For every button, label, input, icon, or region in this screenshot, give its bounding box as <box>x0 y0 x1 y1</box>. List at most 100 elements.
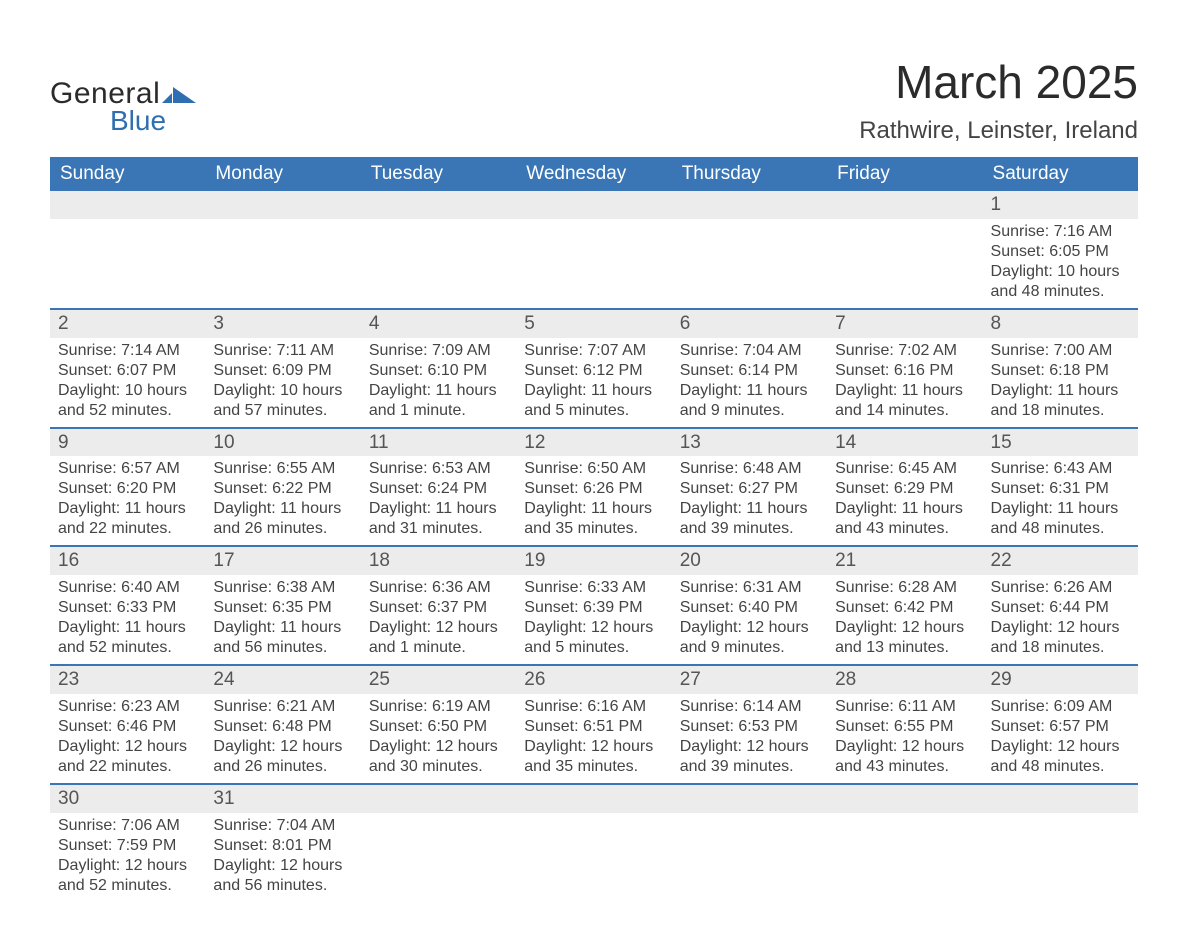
daylight-text: Daylight: 11 hours and 31 minutes. <box>369 499 508 539</box>
day-cell: 22 Sunrise: 6:26 AMSunset: 6:44 PMDayligh… <box>983 547 1138 664</box>
daylight-text: Daylight: 12 hours and 22 minutes. <box>58 737 197 777</box>
day-number: 24 <box>205 666 360 694</box>
day-cell: 26Sunrise: 6:16 AMSunset: 6:51 PMDayligh… <box>516 666 671 783</box>
sunrise-text: Sunrise: 6:38 AM <box>213 578 352 598</box>
sunset-text: Sunset: 6:27 PM <box>680 479 819 499</box>
day-cell-empty <box>983 785 1138 902</box>
sunset-text: Sunset: 6:55 PM <box>835 717 974 737</box>
sunset-text: Sunset: 6:07 PM <box>58 361 197 381</box>
day-cell: 9Sunrise: 6:57 AMSunset: 6:20 PMDaylight… <box>50 429 205 546</box>
day-number <box>516 785 671 813</box>
sunset-text: Sunset: 6:53 PM <box>680 717 819 737</box>
day-cell: 23Sunrise: 6:23 AMSunset: 6:46 PMDayligh… <box>50 666 205 783</box>
sunset-text: Sunset: 6:44 PM <box>991 598 1130 618</box>
day-cell: 31Sunrise: 7:04 AMSunset: 8:01 PMDayligh… <box>205 785 360 902</box>
day-cell: 4Sunrise: 7:09 AMSunset: 6:10 PMDaylight… <box>361 310 516 427</box>
day-cell-empty <box>516 785 671 902</box>
sunrise-text: Sunrise: 6:50 AM <box>524 459 663 479</box>
day-number: 4 <box>361 310 516 338</box>
day-number: 19 <box>516 547 671 575</box>
daylight-text: Daylight: 11 hours and 43 minutes. <box>835 499 974 539</box>
sunset-text: Sunset: 6:10 PM <box>369 361 508 381</box>
sunset-text: Sunset: 6:20 PM <box>58 479 197 499</box>
day-cell: 20Sunrise: 6:31 AMSunset: 6:40 PMDayligh… <box>672 547 827 664</box>
daylight-text: Daylight: 11 hours and 1 minute. <box>369 381 508 421</box>
sunrise-text: Sunrise: 7:07 AM <box>524 341 663 361</box>
day-number: 3 <box>205 310 360 338</box>
week-row: 23Sunrise: 6:23 AMSunset: 6:46 PMDayligh… <box>50 664 1138 783</box>
day-number: 28 <box>827 666 982 694</box>
day-number <box>361 785 516 813</box>
day-cell-empty <box>361 785 516 902</box>
daylight-text: Daylight: 11 hours and 9 minutes. <box>680 381 819 421</box>
brand-word-blue: Blue <box>110 105 166 137</box>
day-cell: 1Sunrise: 7:16 AMSunset: 6:05 PMDaylight… <box>983 191 1138 308</box>
brand-mark-icon <box>162 81 196 108</box>
day-cell-empty <box>361 191 516 308</box>
week-row: 30Sunrise: 7:06 AMSunset: 7:59 PMDayligh… <box>50 783 1138 902</box>
sunset-text: Sunset: 6:12 PM <box>524 361 663 381</box>
sunset-text: Sunset: 8:01 PM <box>213 836 352 856</box>
sunrise-text: Sunrise: 6:09 AM <box>991 697 1130 717</box>
daylight-text: Daylight: 12 hours and 18 minutes. <box>991 618 1130 658</box>
day-number: 21 <box>827 547 982 575</box>
brand-logo: General Blue <box>50 55 196 137</box>
sunset-text: Sunset: 6:57 PM <box>991 717 1130 737</box>
sunrise-text: Sunrise: 6:11 AM <box>835 697 974 717</box>
day-number <box>516 191 671 219</box>
sunset-text: Sunset: 6:42 PM <box>835 598 974 618</box>
sunrise-text: Sunrise: 6:36 AM <box>369 578 508 598</box>
sunset-text: Sunset: 6:18 PM <box>991 361 1130 381</box>
day-number: 20 <box>672 547 827 575</box>
day-number: 13 <box>672 429 827 457</box>
day-number: 22 <box>983 547 1138 575</box>
day-number: 23 <box>50 666 205 694</box>
sunset-text: Sunset: 6:48 PM <box>213 717 352 737</box>
daylight-text: Daylight: 12 hours and 52 minutes. <box>58 856 197 896</box>
day-number: 14 <box>827 429 982 457</box>
sunrise-text: Sunrise: 6:55 AM <box>213 459 352 479</box>
sunrise-text: Sunrise: 6:21 AM <box>213 697 352 717</box>
daylight-text: Daylight: 10 hours and 48 minutes. <box>991 262 1130 302</box>
day-cell: 28Sunrise: 6:11 AMSunset: 6:55 PMDayligh… <box>827 666 982 783</box>
sunrise-text: Sunrise: 6:53 AM <box>369 459 508 479</box>
day-number: 15 <box>983 429 1138 457</box>
sunset-text: Sunset: 6:16 PM <box>835 361 974 381</box>
day-number <box>50 191 205 219</box>
daylight-text: Daylight: 12 hours and 9 minutes. <box>680 618 819 658</box>
day-number: 5 <box>516 310 671 338</box>
day-number: 29 <box>983 666 1138 694</box>
sunrise-text: Sunrise: 6:14 AM <box>680 697 819 717</box>
day-number <box>983 785 1138 813</box>
day-cell: 14Sunrise: 6:45 AMSunset: 6:29 PMDayligh… <box>827 429 982 546</box>
daylight-text: Daylight: 11 hours and 26 minutes. <box>213 499 352 539</box>
sunrise-text: Sunrise: 6:19 AM <box>369 697 508 717</box>
dow-cell: Monday <box>205 157 360 191</box>
day-number <box>827 191 982 219</box>
day-number: 8 <box>983 310 1138 338</box>
dow-cell: Wednesday <box>516 157 671 191</box>
daylight-text: Daylight: 12 hours and 30 minutes. <box>369 737 508 777</box>
daylight-text: Daylight: 12 hours and 26 minutes. <box>213 737 352 777</box>
day-number: 30 <box>50 785 205 813</box>
sunset-text: Sunset: 6:05 PM <box>991 242 1130 262</box>
dow-cell: Tuesday <box>361 157 516 191</box>
sunset-text: Sunset: 6:40 PM <box>680 598 819 618</box>
day-cell-empty <box>516 191 671 308</box>
sunset-text: Sunset: 6:46 PM <box>58 717 197 737</box>
daylight-text: Daylight: 11 hours and 35 minutes. <box>524 499 663 539</box>
daylight-text: Daylight: 12 hours and 56 minutes. <box>213 856 352 896</box>
day-number: 11 <box>361 429 516 457</box>
daylight-text: Daylight: 12 hours and 39 minutes. <box>680 737 819 777</box>
day-number: 27 <box>672 666 827 694</box>
day-number <box>672 785 827 813</box>
day-number <box>205 191 360 219</box>
sunrise-text: Sunrise: 6:26 AM <box>991 578 1130 598</box>
daylight-text: Daylight: 12 hours and 13 minutes. <box>835 618 974 658</box>
calendar-grid: SundayMondayTuesdayWednesdayThursdayFrid… <box>50 157 1138 902</box>
sunset-text: Sunset: 6:51 PM <box>524 717 663 737</box>
week-row: 9Sunrise: 6:57 AMSunset: 6:20 PMDaylight… <box>50 427 1138 546</box>
weeks-container: 1Sunrise: 7:16 AMSunset: 6:05 PMDaylight… <box>50 191 1138 902</box>
daylight-text: Daylight: 11 hours and 14 minutes. <box>835 381 974 421</box>
day-number: 6 <box>672 310 827 338</box>
